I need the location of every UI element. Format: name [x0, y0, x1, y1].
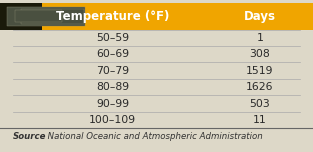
FancyBboxPatch shape — [21, 9, 84, 24]
Text: 1626: 1626 — [246, 82, 274, 92]
Text: Days: Days — [244, 10, 276, 23]
Text: 80–89: 80–89 — [96, 82, 129, 92]
Text: 90–99: 90–99 — [96, 98, 129, 109]
Text: Source: Source — [13, 132, 46, 141]
FancyBboxPatch shape — [0, 3, 313, 30]
FancyBboxPatch shape — [15, 10, 62, 22]
FancyBboxPatch shape — [0, 46, 313, 62]
FancyBboxPatch shape — [0, 79, 313, 95]
FancyBboxPatch shape — [0, 62, 313, 79]
Text: 1519: 1519 — [246, 66, 274, 76]
Text: : National Oceanic and Atmospheric Administration: : National Oceanic and Atmospheric Admin… — [42, 132, 263, 141]
Text: Temperature (°F): Temperature (°F) — [56, 10, 169, 23]
FancyBboxPatch shape — [0, 112, 313, 128]
FancyBboxPatch shape — [0, 30, 313, 46]
Text: 60–69: 60–69 — [96, 49, 129, 59]
Text: 11: 11 — [253, 115, 267, 125]
Text: 308: 308 — [249, 49, 270, 59]
Text: 70–79: 70–79 — [96, 66, 129, 76]
Text: 1: 1 — [256, 33, 263, 43]
Text: 50–59: 50–59 — [96, 33, 129, 43]
FancyBboxPatch shape — [0, 3, 42, 30]
FancyBboxPatch shape — [0, 95, 313, 112]
Text: 503: 503 — [249, 98, 270, 109]
Text: 100–109: 100–109 — [89, 115, 136, 125]
FancyBboxPatch shape — [7, 7, 85, 26]
